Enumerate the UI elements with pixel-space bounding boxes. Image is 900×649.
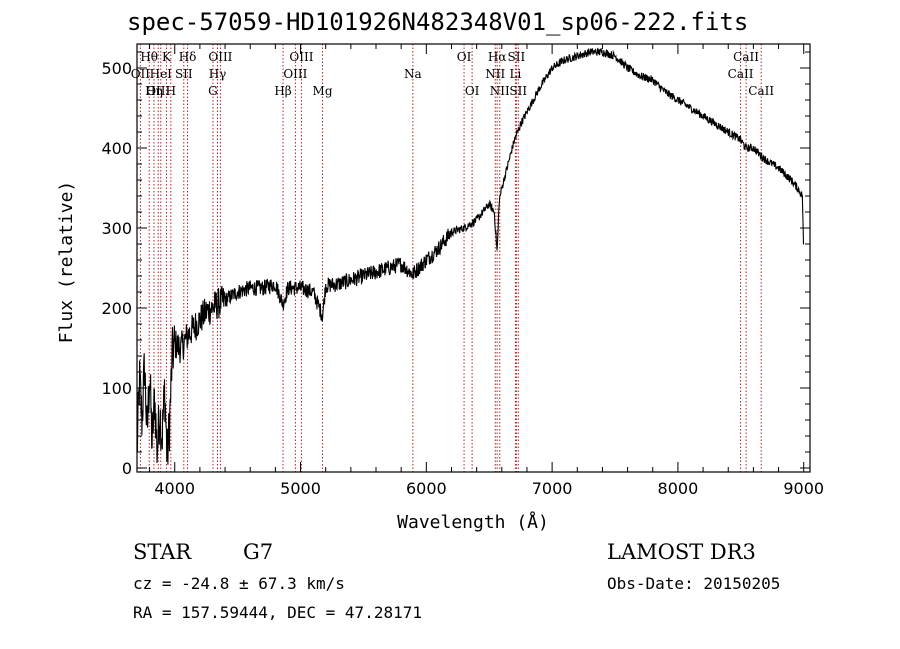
spectral-line-label: Hα xyxy=(488,50,507,64)
spectral-line-label: OIII xyxy=(208,50,232,64)
spectral-line-label: H xyxy=(166,84,176,98)
x-tick-label: 5000 xyxy=(280,479,321,498)
spectral-line-label: OIII xyxy=(146,84,170,98)
chart-title: spec-57059-HD101926N482348V01_sp06-222.f… xyxy=(127,8,749,36)
y-tick-label: 500 xyxy=(101,59,132,78)
spectral-line-label: Hγ xyxy=(209,67,227,81)
spectral-line-label: Hη xyxy=(145,84,163,98)
object-subclass: G7 xyxy=(243,540,274,564)
spectral-line-label: G xyxy=(208,84,218,98)
axis-ticks-layer: 4000 5000 6000 7000 8000 9000 0 100 200 300 400 500 xyxy=(101,44,824,498)
spectral-lines-layer xyxy=(139,44,762,472)
spectral-line-label: Na xyxy=(404,67,422,81)
y-axis-label: Flux (relative) xyxy=(56,181,77,344)
plot-frame xyxy=(136,43,811,473)
x-tick-label: 4000 xyxy=(154,479,195,498)
x-tick-label: 8000 xyxy=(658,479,699,498)
spectral-line-label: Mg xyxy=(313,84,333,98)
spectral-line-label: Hθ xyxy=(140,50,158,64)
survey-name: LAMOST DR3 xyxy=(607,540,756,564)
spectral-line-label: OIII xyxy=(283,67,307,81)
y-tick-label: 200 xyxy=(101,299,132,318)
object-class: STAR xyxy=(133,540,192,564)
y-tick-label: 0 xyxy=(122,459,132,478)
spectral-line-label: K xyxy=(162,50,172,64)
x-axis-label: Wavelength (Å) xyxy=(397,511,549,533)
spectral-line-label: CaII xyxy=(728,67,754,81)
spectral-line-label: Hβ xyxy=(274,84,291,98)
spectral-line-label: NII xyxy=(490,84,510,98)
redshift-text: cz = -24.8 ± 67.3 km/s xyxy=(133,574,345,593)
y-tick-label: 400 xyxy=(101,139,132,158)
spectral-line-label: NII xyxy=(485,67,505,81)
spectral-line-label: SII xyxy=(175,67,193,81)
y-tick-label: 100 xyxy=(101,379,132,398)
coordinates-text: RA = 157.59444, DEC = 47.28171 xyxy=(133,603,422,622)
obs-date-text: Obs-Date: 20150205 xyxy=(607,574,781,593)
spectral-line-label: OI xyxy=(457,50,472,64)
spectral-line-label: CaII xyxy=(748,84,774,98)
spectral-line-label: CaII xyxy=(733,50,759,64)
spectral-line-label: HeI xyxy=(150,67,173,81)
spectral-line-label: SII xyxy=(508,50,526,64)
spectral-line-label: Hδ xyxy=(179,50,197,64)
y-tick-label: 300 xyxy=(101,219,132,238)
spectral-line-label: OIII xyxy=(289,50,313,64)
spectral-line-label: SII xyxy=(509,84,527,98)
spectrum-line xyxy=(136,47,805,465)
x-tick-label: 9000 xyxy=(783,479,824,498)
x-tick-label: 6000 xyxy=(406,479,447,498)
spectral-line-label: OII xyxy=(131,67,151,81)
spectral-line-label: Li xyxy=(509,67,521,81)
spectral-line-label: OI xyxy=(465,84,480,98)
x-tick-label: 7000 xyxy=(532,479,573,498)
